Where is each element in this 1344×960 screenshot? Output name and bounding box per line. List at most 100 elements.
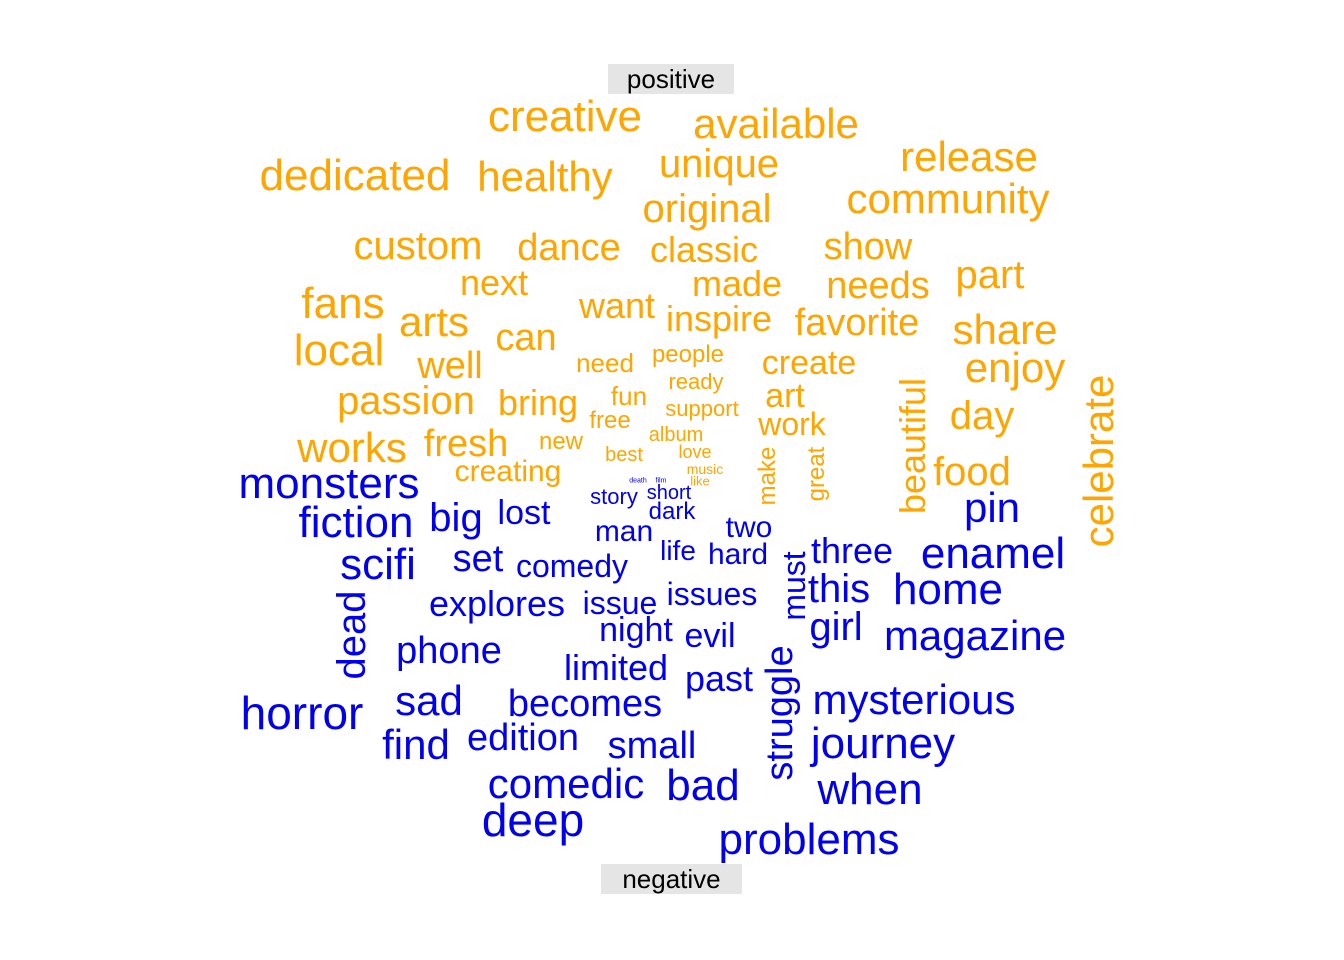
word-positive-well: well	[417, 345, 483, 387]
word-negative-horror: horror	[240, 687, 364, 739]
word-negative-sad: sad	[395, 677, 463, 724]
word-positive-food: food	[933, 450, 1011, 494]
word-positive-healthy: healthy	[477, 153, 613, 200]
word-negative-big: big	[429, 496, 483, 540]
word-positive-available: available	[693, 100, 859, 147]
word-positive-free: free	[589, 407, 631, 434]
word-negative-set: set	[452, 538, 504, 580]
word-negative-comedy: comedy	[515, 548, 629, 584]
word-negative-explores: explores	[428, 583, 566, 624]
word-negative-life: life	[660, 535, 696, 566]
word-negative-small: small	[607, 725, 697, 767]
word-positive-made: made	[691, 263, 783, 304]
word-negative-issues: issues	[666, 576, 758, 612]
word-positive-fresh: fresh	[423, 423, 509, 465]
word-negative-scifi: scifi	[340, 540, 416, 589]
word-negative-this: this	[807, 567, 871, 611]
word-positive-part: part	[955, 253, 1025, 297]
word-positive-celebrate: celebrate	[1075, 374, 1122, 548]
word-positive-bring: bring	[497, 382, 579, 423]
word-positive-fun: fun	[610, 381, 648, 411]
word-positive-dedicated: dedicated	[259, 151, 451, 200]
word-negative-girl: girl	[809, 605, 863, 649]
word-negative-dead: dead	[330, 590, 374, 680]
word-positive-need: need	[576, 348, 634, 378]
word-negative-fiction: fiction	[298, 498, 414, 547]
word-positive-music: music	[686, 461, 724, 477]
word-negative-limited: limited	[563, 647, 669, 688]
word-positive-release: release	[900, 133, 1038, 180]
word-positive-support: support	[665, 396, 739, 421]
word-positive-new: new	[538, 428, 584, 455]
word-negative-short: short	[646, 482, 692, 504]
word-positive-share: share	[952, 306, 1058, 353]
word-negative-home: home	[892, 565, 1004, 614]
word-negative-mysterious: mysterious	[812, 676, 1016, 723]
word-positive-classic: classic	[649, 229, 759, 270]
word-negative-phone: phone	[396, 630, 502, 672]
word-positive-create: create	[761, 344, 857, 382]
word-negative-past: past	[684, 658, 754, 699]
word-negative-two: two	[725, 511, 773, 544]
word-positive-dance: dance	[517, 227, 621, 269]
word-negative-lost: lost	[497, 494, 551, 532]
word-positive-day: day	[949, 394, 1015, 438]
word-positive-can: can	[495, 317, 557, 359]
word-positive-ready: ready	[668, 369, 724, 394]
word-negative-hard: hard	[707, 538, 769, 571]
word-positive-make: make	[754, 446, 781, 506]
word-positive-great: great	[803, 446, 830, 502]
positive-group-label: positive	[608, 64, 734, 94]
word-negative-bad: bad	[666, 761, 740, 810]
word-negative-film: film	[655, 477, 667, 485]
word-negative-struggle: struggle	[759, 645, 801, 781]
word-negative-deep: deep	[481, 794, 585, 846]
word-positive-love: love	[678, 442, 712, 462]
word-negative-story: story	[590, 484, 638, 509]
word-positive-work: work	[758, 406, 826, 442]
word-positive-works: works	[297, 424, 407, 471]
word-negative-issue: issue	[582, 585, 658, 621]
word-negative-find: find	[382, 721, 450, 768]
word-positive-fans: fans	[301, 279, 385, 328]
word-positive-want: want	[578, 285, 656, 326]
word-positive-inspire: inspire	[665, 298, 773, 339]
word-positive-custom: custom	[353, 224, 483, 268]
word-negative-must: must	[776, 551, 812, 621]
word-positive-community: community	[846, 175, 1050, 222]
word-positive-art: art	[765, 377, 805, 415]
word-negative-monsters: monsters	[238, 459, 420, 508]
word-negative-pin: pin	[963, 484, 1021, 531]
word-positive-best: best	[605, 444, 643, 466]
word-negative-magazine: magazine	[883, 612, 1067, 659]
negative-group-label: negative	[601, 864, 742, 894]
word-negative-man: man	[594, 515, 654, 548]
word-negative-journey: journey	[810, 719, 956, 768]
word-positive-like: like	[690, 473, 710, 489]
word-positive-arts: arts	[398, 298, 470, 345]
word-positive-local: local	[293, 326, 385, 375]
word-positive-creating: creating	[454, 455, 562, 488]
word-negative-enamel: enamel	[920, 529, 1066, 578]
word-negative-when: when	[817, 765, 923, 814]
word-positive-needs: needs	[826, 265, 930, 307]
word-negative-problems: problems	[718, 815, 900, 864]
word-negative-night: night	[599, 611, 673, 649]
word-positive-original: original	[642, 187, 772, 231]
word-negative-death: death	[629, 477, 647, 485]
word-positive-unique: unique	[658, 142, 780, 186]
word-positive-favorite: favorite	[794, 302, 920, 344]
word-positive-show: show	[823, 226, 913, 268]
word-positive-people: people	[651, 341, 725, 368]
word-positive-next: next	[459, 262, 529, 303]
word-negative-edition: edition	[467, 717, 579, 759]
word-positive-creative: creative	[487, 92, 643, 141]
word-negative-comedic: comedic	[487, 760, 645, 807]
word-negative-becomes: becomes	[507, 683, 663, 725]
word-positive-album: album	[648, 424, 704, 446]
word-negative-dark: dark	[648, 498, 696, 525]
word-positive-enjoy: enjoy	[964, 344, 1066, 391]
word-negative-three: three	[810, 530, 894, 571]
word-positive-beautiful: beautiful	[892, 377, 933, 515]
